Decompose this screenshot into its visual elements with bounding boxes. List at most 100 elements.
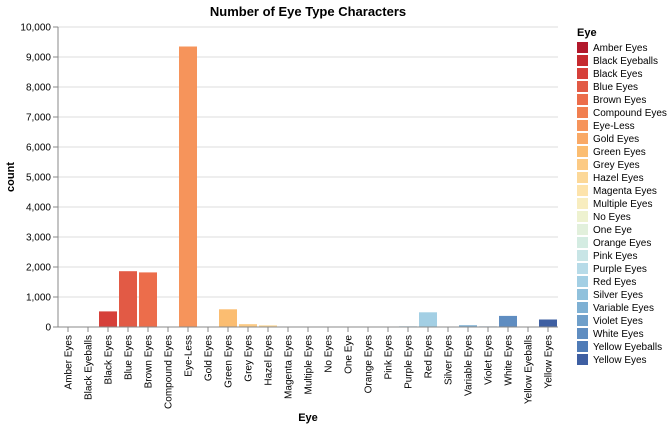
legend-label: Brown Eyes [593,95,646,106]
legend-swatch [577,185,588,196]
chart-title: Number of Eye Type Characters [210,4,406,19]
x-tick-label: Red Eyes [424,335,435,378]
legend-swatch [577,198,588,209]
y-tick-label: 4,000 [26,203,51,214]
y-tick-label: 8,000 [26,83,51,94]
bar [459,325,477,327]
x-tick-label: Yellow Eyeballs [524,335,535,404]
y-tick-label: 6,000 [26,143,51,154]
legend-swatch [577,315,588,326]
bar [419,312,437,327]
x-tick-label: One Eye [344,335,355,374]
x-tick-label: Orange Eyes [364,335,375,393]
bar [119,271,137,327]
legend-swatch [577,159,588,170]
legend-swatch [577,55,588,66]
legend-label: Eye-Less [593,121,635,132]
legend-title: Eye [577,27,597,39]
legend-label: Multiple Eyes [593,199,652,210]
legend: Eye Amber Eyes Black Eyeballs Black Eyes Bl… [577,27,667,366]
legend-swatch [577,107,588,118]
x-tick-label: Purple Eyes [404,335,415,389]
legend-label: Black Eyes [593,69,642,80]
legend-swatch [577,81,588,92]
legend-label: Compound Eyes [593,108,667,119]
bar [99,311,117,327]
legend-label: Silver Eyes [593,290,643,301]
legend-label: Yellow Eyeballs [593,342,662,353]
x-tick-label: Variable Eyes [464,335,475,396]
legend-swatch [577,354,588,365]
x-tick-label: Blue Eyes [124,335,135,380]
x-tick-label: Black Eyes [104,335,115,384]
x-tick-label: Eye-Less [184,335,195,377]
legend-label: Purple Eyes [593,264,647,275]
legend-label: Green Eyes [593,147,646,158]
bar [179,46,197,327]
legend-label: One Eye [593,225,632,236]
y-tick-label: 9,000 [26,53,51,64]
legend-label: Gold Eyes [593,134,639,145]
x-tick-label: Black Eyeballs [84,335,95,400]
bar [259,325,277,327]
x-tick-label: Hazel Eyes [264,335,275,386]
x-tick-label: Magenta Eyes [284,335,295,399]
legend-swatch [577,172,588,183]
legend-label: Blue Eyes [593,82,638,93]
x-tick-label: Multiple Eyes [304,335,315,394]
x-tick-label: Compound Eyes [164,335,175,409]
x-tick-label: Grey Eyes [244,335,255,382]
x-tick-label: Green Eyes [224,335,235,388]
legend-swatch [577,120,588,131]
legend-label: White Eyes [593,329,644,340]
x-axis-ticks: Amber Eyes Black Eyeballs Black Eyes Blue E… [64,327,555,409]
legend-label: Hazel Eyes [593,173,644,184]
y-tick-label: 3,000 [26,233,51,244]
legend-label: Violet Eyes [593,316,643,327]
legend-label: Pink Eyes [593,251,637,262]
y-axis-title: count [5,162,17,192]
x-tick-label: Silver Eyes [444,335,455,385]
legend-label: Amber Eyes [593,43,647,54]
legend-swatch [577,42,588,53]
y-tick-label: 5,000 [26,173,51,184]
legend-swatch [577,302,588,313]
x-tick-label: Yellow Eyes [544,335,555,389]
y-tick-label: 7,000 [26,113,51,124]
x-tick-label: Pink Eyes [384,335,395,379]
legend-label: Magenta Eyes [593,186,657,197]
legend-label: No Eyes [593,212,631,223]
legend-label: Orange Eyes [593,238,651,249]
legend-swatch [577,276,588,287]
x-tick-label: White Eyes [504,335,515,386]
bar [539,319,557,327]
legend-swatch [577,237,588,248]
legend-label: Red Eyes [593,277,636,288]
legend-swatch [577,146,588,157]
bar [139,272,157,327]
x-axis-title: Eye [298,412,318,424]
y-axis-ticks: 0 1,000 2,000 3,000 4,000 5,000 6,000 7,000 8,00… [20,23,58,334]
legend-swatch [577,133,588,144]
legend-label: Variable Eyes [593,303,654,314]
legend-swatch [577,341,588,352]
bar [219,309,237,327]
legend-swatch [577,211,588,222]
legend-swatch [577,224,588,235]
bar [239,324,257,327]
legend-swatch [577,250,588,261]
legend-label: Yellow Eyes [593,355,647,366]
legend-swatch [577,94,588,105]
bar [499,315,517,327]
legend-swatch [577,328,588,339]
legend-label: Black Eyeballs [593,56,658,67]
x-tick-label: No Eyes [324,335,335,373]
y-tick-label: 0 [45,323,51,334]
legend-label: Grey Eyes [593,160,640,171]
bars [59,46,557,327]
x-tick-label: Amber Eyes [64,335,75,389]
x-tick-label: Violet Eyes [484,335,495,385]
x-tick-label: Gold Eyes [204,335,215,381]
